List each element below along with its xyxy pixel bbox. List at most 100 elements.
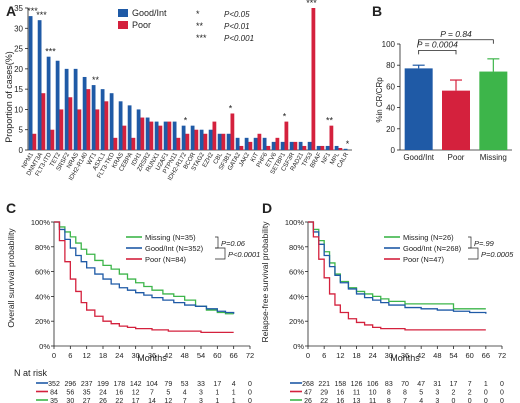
p-bracket xyxy=(468,236,472,249)
bar-good xyxy=(37,20,42,150)
overall-survival-chart: Overall survival probability Months 0% 20… xyxy=(6,218,260,403)
risk-count: 8 xyxy=(387,398,391,403)
risk-count: 237 xyxy=(81,381,93,388)
bar-poor xyxy=(230,113,235,150)
risk-count: 0 xyxy=(500,390,504,397)
legend-label-poor: Poor xyxy=(132,20,151,30)
legend-swatch-good xyxy=(118,9,128,17)
survival-curves xyxy=(308,221,487,331)
bar-poor xyxy=(77,109,82,150)
x-tick-label: 24 xyxy=(368,351,376,360)
bar-good xyxy=(181,125,186,150)
risk-count: 12 xyxy=(132,390,140,397)
y-tick-label: 35 xyxy=(14,4,23,13)
bar-poor xyxy=(95,109,100,150)
y-tick-label: 20% xyxy=(289,317,304,326)
x-tick-label: 12 xyxy=(336,351,344,360)
significance-stars: *** xyxy=(27,6,38,16)
risk-count: 126 xyxy=(351,381,363,388)
x-tick-label: 60 xyxy=(465,351,473,360)
bar-good xyxy=(82,76,87,150)
risk-count: 199 xyxy=(97,381,109,388)
risk-count: 16 xyxy=(115,390,123,397)
p-bracket xyxy=(468,247,479,260)
risk-count: 35 xyxy=(83,390,91,397)
y-tick-label: 0 xyxy=(19,146,24,155)
bar-good xyxy=(325,145,330,150)
bar-poor xyxy=(248,141,253,150)
y-tick-label: 60% xyxy=(35,268,50,277)
bar xyxy=(442,90,470,150)
significance-marks: ******************** xyxy=(27,0,350,149)
bar-good xyxy=(190,125,195,150)
risk-count: 47 xyxy=(417,381,425,388)
risk-count: 1 xyxy=(232,390,236,397)
x-tick-label: 30 xyxy=(131,351,139,360)
significance-legend: * P<0.05 ** P<0.01 *** P<0.001 xyxy=(196,9,254,43)
risk-count: 47 xyxy=(304,390,312,397)
risk-count: 1 xyxy=(232,398,236,403)
risk-count: 0 xyxy=(484,390,488,397)
risk-count: 56 xyxy=(66,390,74,397)
bar xyxy=(479,71,508,150)
significance-stars: * xyxy=(283,112,287,122)
risk-count: 0 xyxy=(500,398,504,403)
bar-good xyxy=(91,85,96,150)
bar-poor xyxy=(311,8,316,150)
y-tick-label: 60 xyxy=(386,82,395,91)
x-tick-label: 60 xyxy=(213,351,221,360)
risk-count: 8 xyxy=(387,390,391,397)
bar-poor xyxy=(149,121,154,150)
x-tick-label: 0 xyxy=(306,351,310,360)
risk-count: 11 xyxy=(369,398,376,403)
axis-xlabel: Months xyxy=(137,353,167,363)
axis-ylabel: Proportion of cases(%) xyxy=(4,51,14,143)
risk-count: 4 xyxy=(232,381,236,388)
bar-good xyxy=(235,137,240,150)
significance-stars: * xyxy=(184,116,188,126)
legend-label-good: Good/Int xyxy=(132,8,167,18)
bar-poor xyxy=(68,97,73,150)
bar-good xyxy=(136,109,141,150)
bar-good xyxy=(226,133,231,150)
x-tick-label: 36 xyxy=(148,351,156,360)
y-tick-label: 40 xyxy=(386,104,395,113)
bar-poor xyxy=(302,145,307,150)
p-value: P=.99 xyxy=(474,239,495,248)
bar-poor xyxy=(176,137,181,150)
bar-poor xyxy=(212,121,217,150)
axis-ylabel: Overall survival probability xyxy=(6,228,16,328)
risk-count: 26 xyxy=(304,398,312,403)
risk-count: 10 xyxy=(369,390,377,397)
risk-count: 17 xyxy=(213,381,221,388)
risk-count: 17 xyxy=(450,381,458,388)
risk-count: 53 xyxy=(181,381,189,388)
bar-good xyxy=(46,56,51,150)
risk-count: 31 xyxy=(433,381,441,388)
y-tick-label: 25 xyxy=(14,45,23,54)
risk-count: 0 xyxy=(484,398,488,403)
x-tick-label: 54 xyxy=(449,351,457,360)
survival-curves xyxy=(54,221,235,334)
bar-poor xyxy=(257,133,262,150)
p-value: P=0.06 xyxy=(221,239,246,248)
x-tick-label: 18 xyxy=(99,351,107,360)
y-tick-label: 40% xyxy=(35,292,50,301)
risk-count: 178 xyxy=(113,381,125,388)
y-tick-label: 100 xyxy=(382,40,396,49)
risk-count: 7 xyxy=(183,398,187,403)
panel-letter-a: A xyxy=(6,3,16,19)
bar-good xyxy=(154,121,159,150)
bar-poor xyxy=(86,89,91,150)
bar-good xyxy=(208,129,213,150)
y-tick-label: 0 xyxy=(391,146,396,155)
risk-count: 142 xyxy=(130,381,142,388)
risk-count: 1 xyxy=(484,381,488,388)
risk-count: 7 xyxy=(468,381,472,388)
axis-ylabel: %in CR/CRp xyxy=(375,77,384,123)
x-tick-label: 66 xyxy=(229,351,237,360)
risk-count: 22 xyxy=(320,398,328,403)
risk-count: 14 xyxy=(148,398,156,403)
